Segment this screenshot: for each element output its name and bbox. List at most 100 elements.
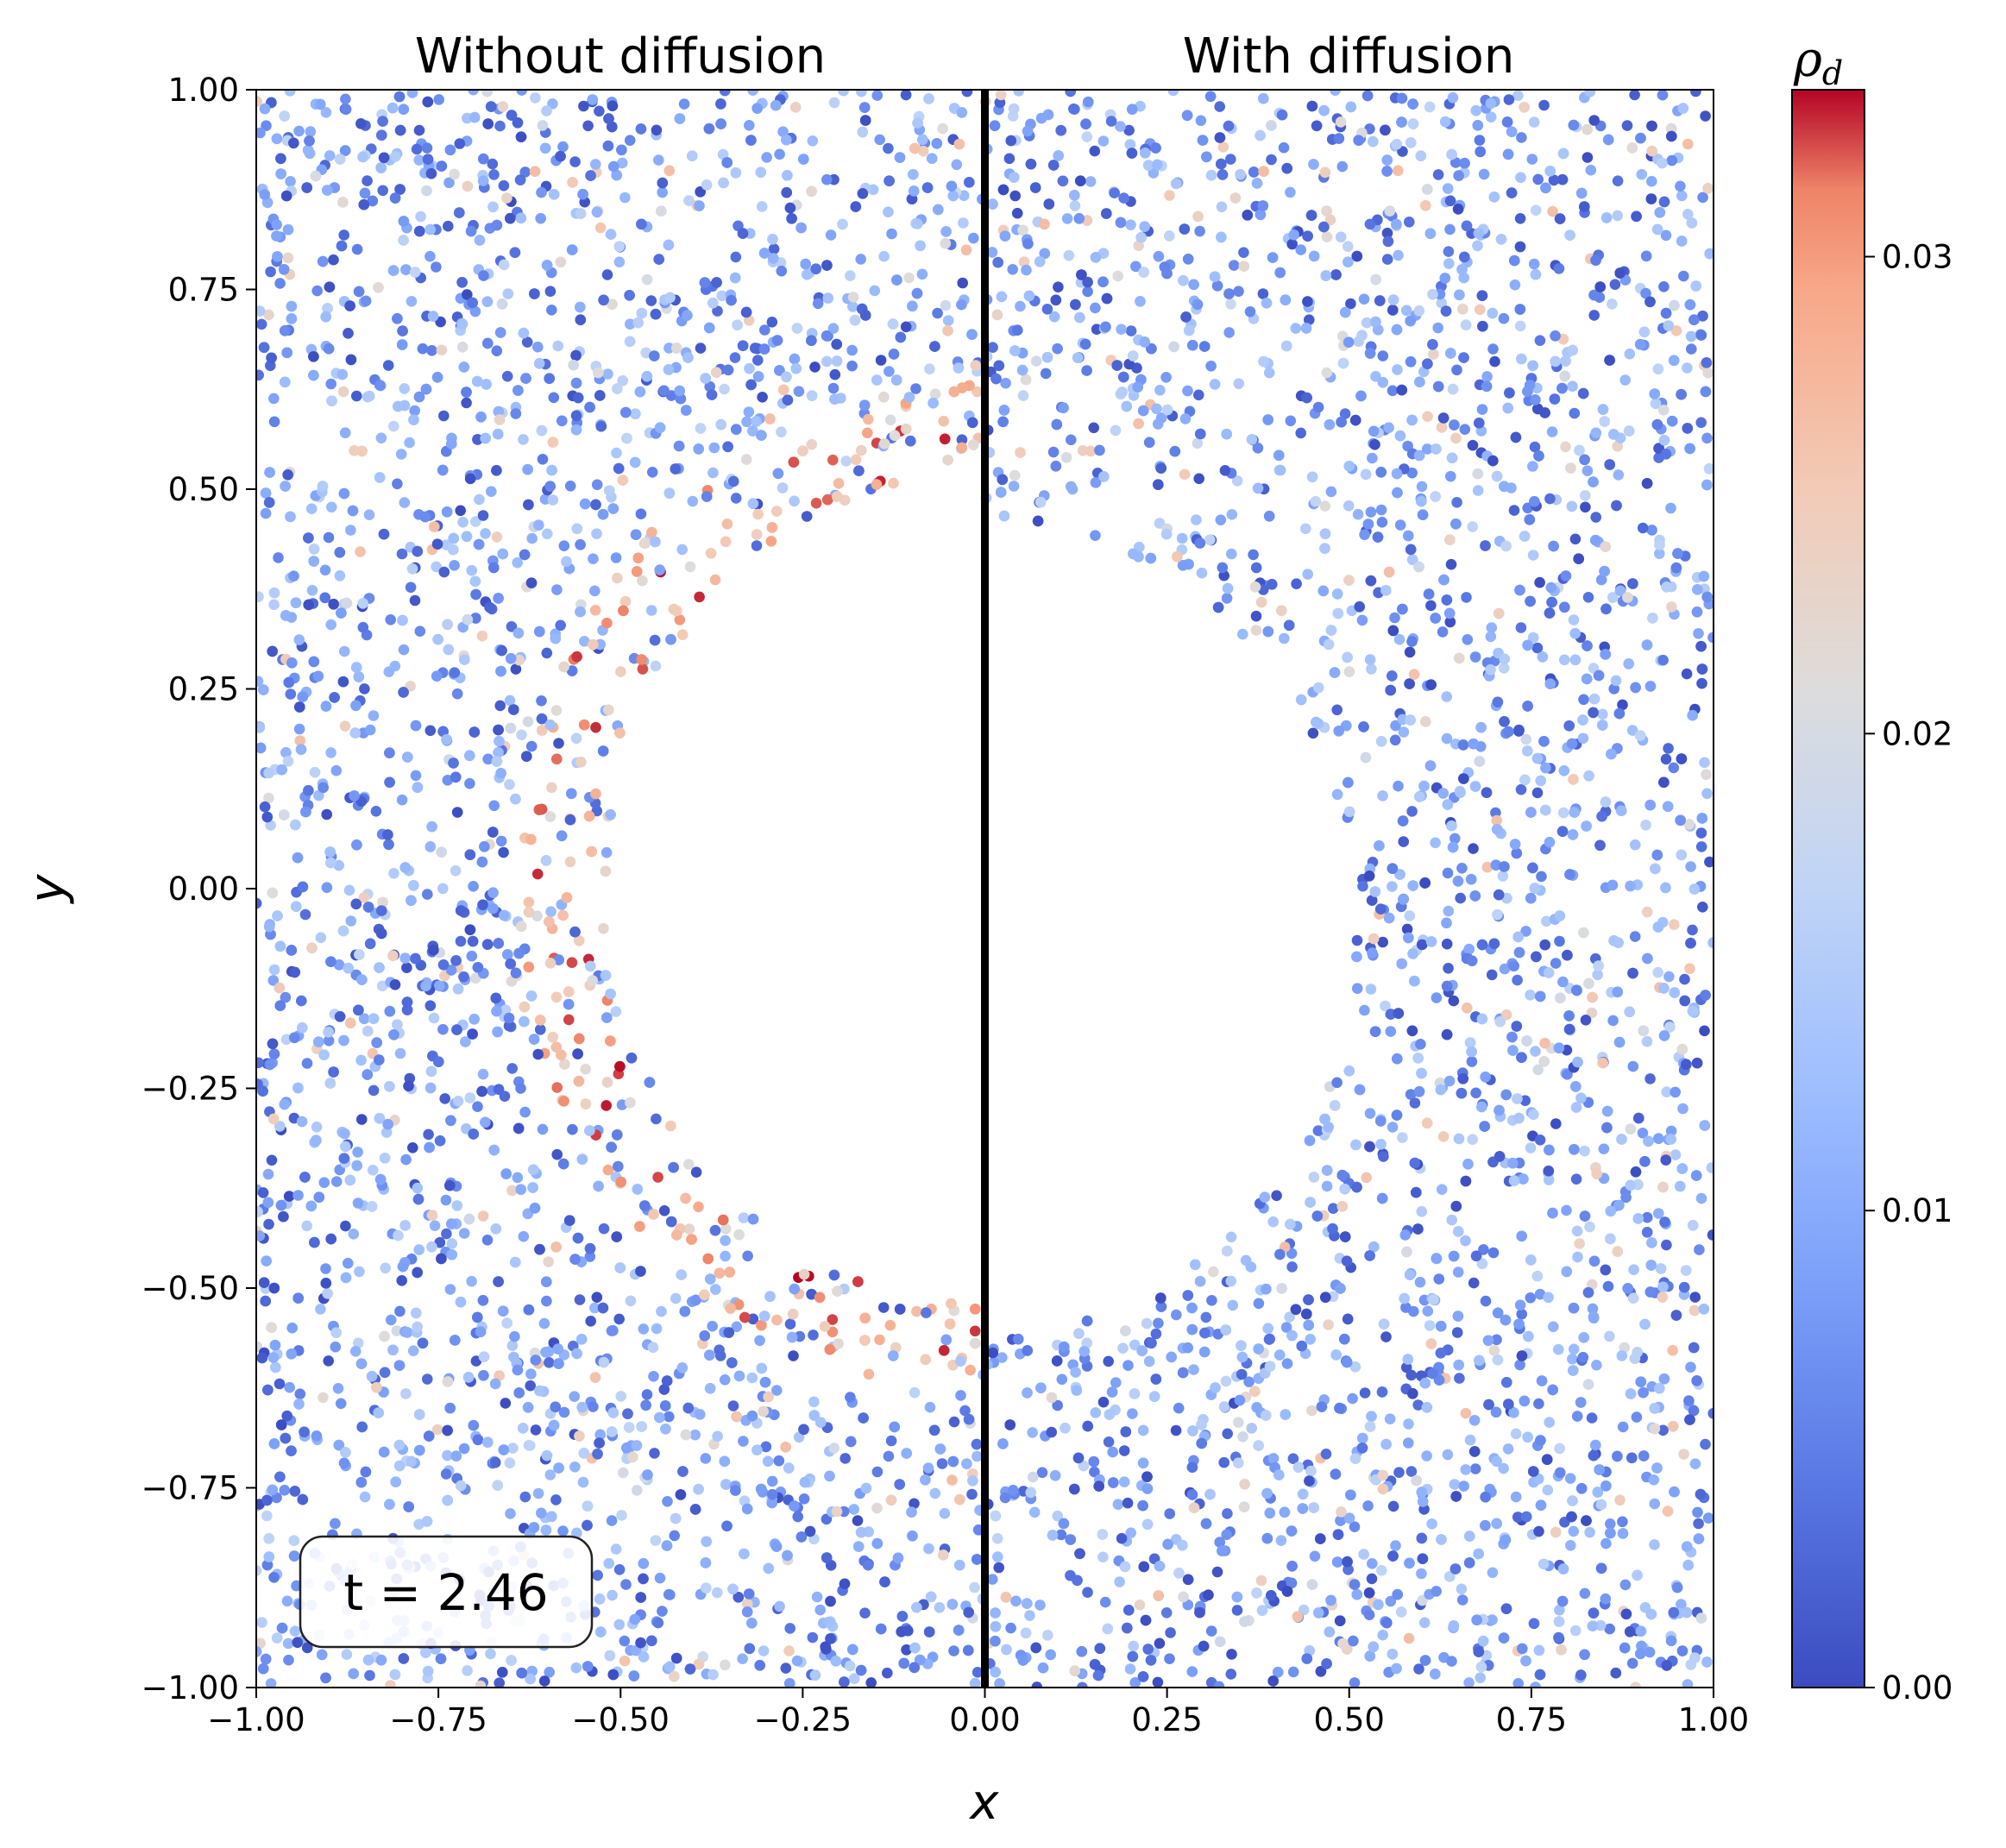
scatter-point [752, 371, 764, 382]
scatter-point [827, 1314, 839, 1325]
scatter-point [518, 327, 530, 339]
scatter-point [338, 1457, 350, 1469]
scatter-point [613, 1160, 624, 1172]
scatter-point [751, 540, 763, 551]
scatter-point [263, 767, 274, 779]
scatter-point [498, 179, 510, 192]
scatter-point [1400, 1361, 1412, 1373]
scatter-point [394, 1047, 406, 1059]
scatter-point [501, 1317, 513, 1329]
scatter-point [280, 1432, 292, 1444]
scatter-point [827, 382, 840, 394]
scatter-point [558, 1406, 570, 1418]
scatter-point [362, 902, 374, 913]
scatter-point [828, 1269, 840, 1281]
scatter-point [408, 880, 419, 891]
scatter-point [378, 1446, 390, 1458]
scatter-point [485, 1648, 496, 1660]
scatter-point [405, 581, 417, 594]
scatter-point [671, 1229, 682, 1241]
scatter-point [504, 779, 515, 790]
scatter-point [324, 1078, 336, 1089]
scatter-point [376, 129, 387, 141]
scatter-point [730, 1485, 741, 1496]
scatter-point [426, 345, 437, 356]
scatter-point [297, 1022, 308, 1034]
scatter-point [764, 413, 776, 424]
scatter-point [444, 1179, 456, 1191]
scatter-point [810, 497, 822, 509]
scatter-point [948, 386, 960, 398]
scatter-point [888, 477, 899, 489]
scatter-point [412, 1182, 424, 1194]
scatter-point [709, 1224, 721, 1236]
scatter-point [730, 167, 742, 179]
scatter-point [311, 1135, 322, 1146]
scatter-point [606, 1141, 617, 1153]
scatter-point [313, 1191, 325, 1203]
scatter-point [488, 1144, 500, 1156]
scatter-point [301, 1220, 313, 1232]
scatter-point [523, 1440, 535, 1451]
scatter-point [266, 1322, 277, 1333]
scatter-point [401, 1004, 413, 1015]
scatter-point [263, 497, 275, 508]
scatter-point [720, 1479, 732, 1490]
scatter-point [563, 1014, 575, 1026]
scatter-point [964, 177, 975, 188]
scatter-point [820, 1641, 831, 1653]
scatter-point [477, 175, 489, 186]
scatter-point [256, 676, 264, 687]
scatter-point [780, 1663, 792, 1674]
scatter-point [707, 1669, 719, 1681]
scatter-point [476, 630, 488, 642]
scatter-point [579, 636, 590, 647]
scatter-point [706, 389, 718, 400]
scatter-point [271, 230, 282, 242]
scatter-point [1052, 1510, 1064, 1522]
scatter-point [492, 1480, 503, 1491]
scatter-point [558, 661, 569, 673]
scatter-point [910, 383, 921, 394]
scatter-point [642, 1469, 653, 1480]
scatter-point [821, 355, 833, 368]
scatter-point [536, 186, 547, 198]
scatter-point [863, 1368, 875, 1380]
scatter-point [280, 991, 292, 1003]
scatter-point [758, 248, 770, 259]
scatter-point [466, 950, 478, 962]
scatter-point [537, 454, 549, 465]
scatter-point [351, 839, 362, 851]
scatter-point [308, 544, 320, 555]
scatter-point [774, 365, 785, 376]
scatter-series-with-diffusion [979, 90, 1714, 1688]
scatter-point [557, 1525, 569, 1537]
scatter-point [494, 700, 506, 712]
scatter-point [420, 980, 431, 992]
scatter-point [399, 383, 411, 394]
scatter-point [850, 201, 862, 212]
scatter-point [833, 1338, 844, 1349]
scatter-point [456, 277, 468, 288]
scatter-point [256, 722, 265, 733]
scatter-point [766, 317, 778, 328]
scatter-point [617, 475, 629, 486]
scatter-point [883, 206, 894, 217]
scatter-point [907, 1531, 918, 1542]
scatter-point [940, 237, 952, 249]
scatter-point [263, 1551, 275, 1562]
scatter-point [259, 801, 271, 813]
scatter-point [972, 1450, 983, 1462]
scatter-point [360, 1466, 372, 1478]
scatter-point [613, 256, 626, 268]
scatter-point [448, 757, 459, 769]
scatter-point [510, 408, 522, 419]
scatter-point [501, 370, 513, 382]
scatter-point [833, 478, 845, 489]
scatter-point [474, 493, 485, 506]
scatter-point [330, 1518, 341, 1530]
scatter-point [286, 1445, 297, 1456]
scatter-point [883, 142, 894, 154]
scatter-point [440, 1468, 452, 1480]
scatter-point [392, 1019, 403, 1030]
